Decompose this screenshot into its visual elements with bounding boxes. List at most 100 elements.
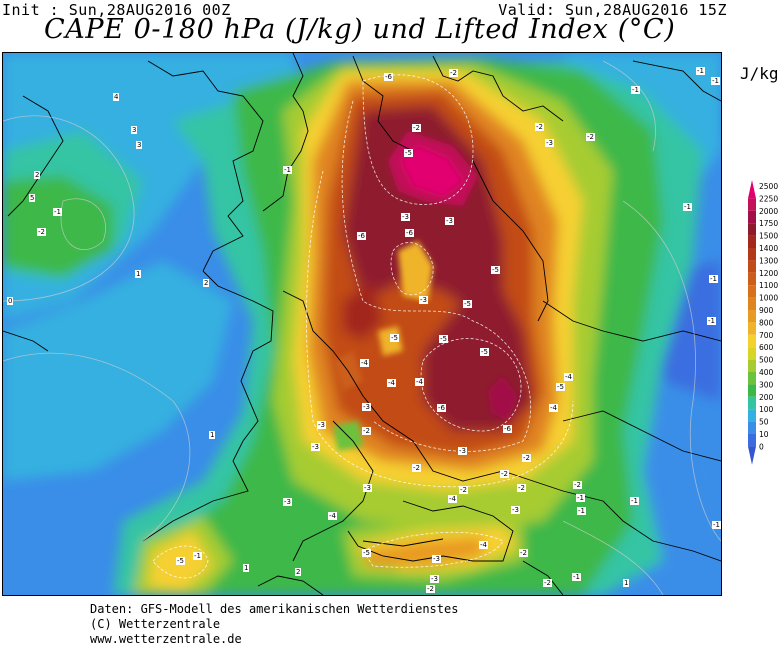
- colorbar-segment: [748, 248, 756, 261]
- colorbar-tick-label: 2500: [759, 182, 778, 191]
- lifted-index-label: -3: [317, 421, 326, 429]
- lifted-index-label: 1: [243, 564, 250, 572]
- colorbar-svg: 2500225020001750150014001300120011001000…: [748, 180, 778, 465]
- colorbar-segment: [748, 421, 756, 434]
- lifted-index-label: -6: [405, 229, 414, 237]
- colorbar-segment: [748, 446, 756, 465]
- lifted-index-label: -3: [363, 484, 372, 492]
- lifted-index-label: -4: [549, 404, 558, 412]
- colorbar-tick-label: 400: [759, 368, 774, 377]
- colorbar-segment: [748, 396, 756, 410]
- lifted-index-label: 2: [34, 171, 41, 179]
- lifted-index-label: -1: [707, 317, 716, 325]
- colorbar-tick-label: 1500: [759, 232, 778, 241]
- colorbar-segment: [748, 322, 756, 335]
- colorbar-segment: [748, 285, 756, 298]
- colorbar-tick-label: 1300: [759, 256, 778, 265]
- lifted-index-label: -2: [426, 585, 435, 593]
- lifted-index-label: -5: [390, 334, 399, 342]
- lifted-index-label: -3: [401, 213, 410, 221]
- cape-colorbar: 2500 2250 2000 1750 1500 1400 1300 1200 1100 1000…: [742, 178, 782, 470]
- lifted-index-label: 3: [131, 126, 138, 134]
- website-link[interactable]: www.wetterzentrale.de: [90, 632, 242, 646]
- positive-lifted-index-isolines: [3, 60, 721, 595]
- colorbar-segment: [748, 409, 756, 422]
- colorbar-tick-label: 0: [759, 442, 764, 451]
- lifted-index-label: -1: [630, 497, 639, 505]
- colorbar-segment: [748, 235, 756, 248]
- lifted-index-label: -2: [517, 484, 526, 492]
- valid-time: Valid: Sun,28AUG2016 15Z: [498, 1, 727, 19]
- colorbar-segment: [748, 372, 756, 385]
- lifted-index-label: -1: [283, 166, 292, 174]
- lifted-index-label: -5: [463, 300, 472, 308]
- header: Init : Sun,28AUG2016 00Z Valid: Sun,28AU…: [0, 0, 782, 52]
- weather-map[interactable]: -6 -2 -1 -1 -1 4 3 3 -2 -2 -2 -3 -5 -1 2 5 -1 -2 -1 -3 -3 -6-…: [2, 52, 722, 596]
- colorbar-tick-label: 700: [759, 331, 774, 340]
- colorbar-tick-label: 100: [759, 405, 774, 414]
- copyright: (C) Wetterzentrale: [90, 617, 221, 631]
- lifted-index-label: -5: [176, 557, 185, 565]
- lifted-index-label: -4: [415, 378, 424, 386]
- data-source: Daten: GFS-Modell des amerikanischen Wet…: [90, 602, 459, 616]
- lifted-index-label: -4: [564, 373, 573, 381]
- lifted-index-label: -2: [586, 133, 595, 141]
- lifted-index-label: -1: [683, 203, 692, 211]
- lifted-index-label: -3: [432, 555, 441, 563]
- colorbar-segment: [748, 297, 756, 310]
- colorbar-segment: [748, 359, 756, 372]
- lifted-index-label: -1: [576, 494, 585, 502]
- lifted-index-isolines: [152, 74, 574, 579]
- colorbar-tick-label: 300: [759, 380, 774, 389]
- lifted-index-label: -2: [522, 454, 531, 462]
- lifted-index-label: -6: [437, 404, 446, 412]
- lifted-index-label: -3: [362, 403, 371, 411]
- lifted-index-label: 4: [113, 93, 120, 101]
- lifted-index-label: -2: [573, 481, 582, 489]
- lifted-index-label: -2: [412, 124, 421, 132]
- lifted-index-label: -4: [479, 541, 488, 549]
- lifted-index-label: -2: [500, 470, 509, 478]
- lifted-index-label: -1: [53, 208, 62, 216]
- lifted-index-label: 0: [7, 297, 14, 305]
- lifted-index-label: -6: [503, 425, 512, 433]
- colorbar-segment: [748, 210, 756, 224]
- init-time: Init : Sun,28AUG2016 00Z: [2, 1, 231, 19]
- colorbar-segment: [748, 310, 756, 323]
- lifted-index-label: -3: [545, 139, 554, 147]
- lifted-index-label: -2: [519, 549, 528, 557]
- colorbar-tick-label: 1000: [759, 294, 778, 303]
- lifted-index-label: -3: [419, 296, 428, 304]
- lifted-index-label: -2: [459, 486, 468, 494]
- colorbar-tick-label: 2250: [759, 194, 778, 203]
- lifted-index-label: -3: [445, 217, 454, 225]
- lifted-index-label: -4: [360, 359, 369, 367]
- footer: Daten: GFS-Modell des amerikanischen Wet…: [90, 602, 458, 647]
- colorbar-segment: [748, 260, 756, 273]
- lifted-index-label: -5: [362, 549, 371, 557]
- lifted-index-label: -5: [556, 383, 565, 391]
- lifted-index-label: 1: [623, 579, 630, 587]
- colorbar-segment: [748, 198, 756, 211]
- legend-unit: J/kg: [740, 64, 779, 83]
- colorbar-segment: [748, 334, 756, 348]
- lifted-index-label: -5: [439, 335, 448, 343]
- colorbar-tick-label: 600: [759, 343, 774, 352]
- lifted-index-label: -3: [311, 443, 320, 451]
- lifted-index-label: -1: [696, 67, 705, 75]
- lifted-index-label: 2: [203, 279, 210, 287]
- lifted-index-label: -5: [491, 266, 500, 274]
- lifted-index-label: -4: [448, 495, 457, 503]
- lifted-index-label: 1: [209, 431, 216, 439]
- colorbar-tick-label: 1200: [759, 269, 778, 278]
- coastlines: [3, 53, 721, 595]
- colorbar-tick-label: 1100: [759, 281, 778, 290]
- colorbar-segment: [748, 180, 756, 199]
- lifted-index-label: -2: [449, 69, 458, 77]
- colorbar-tick-label: 200: [759, 393, 774, 402]
- lifted-index-label: -1: [577, 507, 586, 515]
- lifted-index-label: 1: [135, 270, 142, 278]
- colorbar-segment: [748, 384, 756, 397]
- lifted-index-label: -3: [283, 498, 292, 506]
- lifted-index-label: -3: [430, 575, 439, 583]
